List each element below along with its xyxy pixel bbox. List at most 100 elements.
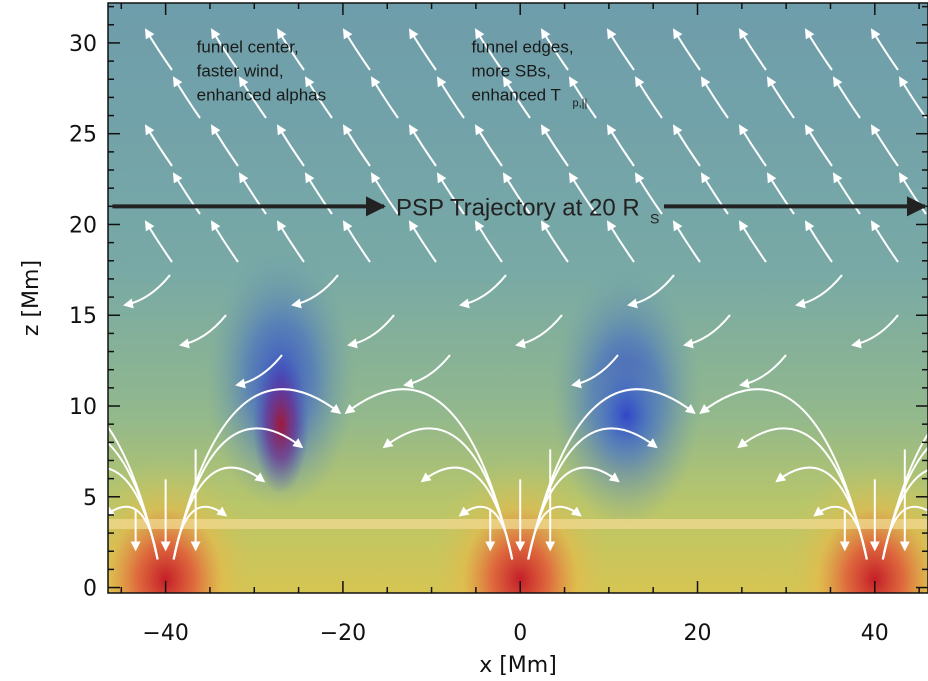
trajectory-label-subscript: S [650, 210, 659, 226]
axis-ticks [108, 3, 928, 593]
y-tick-label: 15 [69, 304, 97, 329]
streamline [502, 76, 531, 119]
streamline [304, 172, 333, 215]
trajectory-label: PSP Trajectory at 20 R [396, 194, 640, 221]
x-tick-label: −20 [320, 621, 366, 646]
streamline [804, 28, 833, 71]
annotation-line: faster wind, [197, 62, 284, 81]
streamline [172, 388, 342, 560]
streamline [540, 28, 569, 71]
streamline [144, 220, 173, 263]
x-tick-label: −40 [142, 621, 188, 646]
streamline [276, 220, 305, 263]
streamline [672, 28, 701, 71]
streamline [672, 124, 701, 167]
streamline [179, 314, 227, 349]
streamline [403, 354, 451, 389]
y-axis-label: z [Mm] [19, 260, 44, 336]
streamline [606, 220, 635, 263]
streamline [291, 274, 339, 309]
horizontal-band [108, 519, 928, 530]
streamline [870, 28, 899, 71]
streamline [276, 28, 305, 71]
streamline [238, 172, 267, 215]
streamline [540, 124, 569, 167]
streamline [700, 172, 729, 215]
streamline [683, 314, 731, 349]
streamline [347, 314, 395, 349]
annotation-line: more SBs, [471, 62, 550, 81]
streamline [210, 220, 239, 263]
annotation-subscript: p,|| [572, 98, 587, 110]
streamline [436, 76, 465, 119]
streamline [342, 124, 371, 167]
streamline [172, 76, 201, 119]
x-tick-label: 20 [684, 621, 712, 646]
streamline [474, 28, 503, 71]
streamline [606, 28, 635, 71]
annotation-line: funnel edges, [471, 38, 573, 57]
y-tick-labels: 0 5 10 15 20 25 30 [69, 32, 97, 602]
streamline [795, 274, 843, 309]
streamline [235, 354, 283, 389]
streamline [210, 28, 239, 71]
annotation-line: funnel center, [197, 38, 299, 57]
streamline [540, 220, 569, 263]
streamline [568, 172, 597, 215]
streamline [568, 76, 597, 119]
y-tick-label: 20 [69, 213, 97, 238]
streamline [832, 172, 861, 215]
streamline [408, 28, 437, 71]
streamline [144, 124, 173, 167]
streamline [370, 172, 399, 215]
blue-core [586, 360, 667, 471]
y-tick-label: 25 [69, 123, 97, 148]
annotation-line: enhanced alphas [197, 86, 327, 105]
streamline [474, 220, 503, 263]
streamline [344, 388, 514, 560]
streamline [527, 388, 696, 560]
annotations: funnel center, faster wind, enhanced alpha… [197, 38, 588, 110]
streamline [606, 124, 635, 167]
streamline [870, 124, 899, 167]
streamline [144, 28, 173, 71]
y-tick-label: 0 [83, 577, 97, 602]
annotation-line: enhanced T [471, 86, 560, 105]
streamline [766, 172, 795, 215]
streamline [881, 432, 928, 560]
streamline [408, 220, 437, 263]
y-tick-label: 5 [83, 486, 97, 511]
streamline [370, 76, 399, 119]
x-tick-labels: −40 −20 0 20 40 [142, 621, 888, 646]
streamline [804, 124, 833, 167]
x-tick-label: 0 [513, 621, 527, 646]
psp-trajectory: PSP Trajectory at 20 R S [112, 194, 927, 226]
streamline [739, 354, 787, 389]
streamline [304, 76, 333, 119]
streamline [474, 124, 503, 167]
streamline [238, 76, 267, 119]
y-tick-label: 30 [69, 32, 97, 57]
streamline [700, 76, 729, 119]
streamline [898, 76, 927, 119]
plot-frame [107, 2, 928, 594]
streamline [172, 172, 201, 215]
streamline [738, 124, 767, 167]
streamline [738, 220, 767, 263]
streamlines [108, 28, 928, 560]
x-axis-label: x [Mm] [479, 653, 557, 678]
streamline [108, 425, 159, 560]
streamline [832, 76, 861, 119]
streamline [459, 274, 507, 309]
streamline [123, 274, 171, 309]
streamline [571, 354, 619, 389]
streamline [515, 314, 563, 349]
x-tick-label: 40 [861, 621, 889, 646]
heatmap-field [108, 248, 928, 593]
streamline [870, 220, 899, 263]
y-tick-label: 10 [69, 395, 97, 420]
streamline [627, 274, 675, 309]
streamline [672, 220, 701, 263]
streamline [408, 124, 437, 167]
